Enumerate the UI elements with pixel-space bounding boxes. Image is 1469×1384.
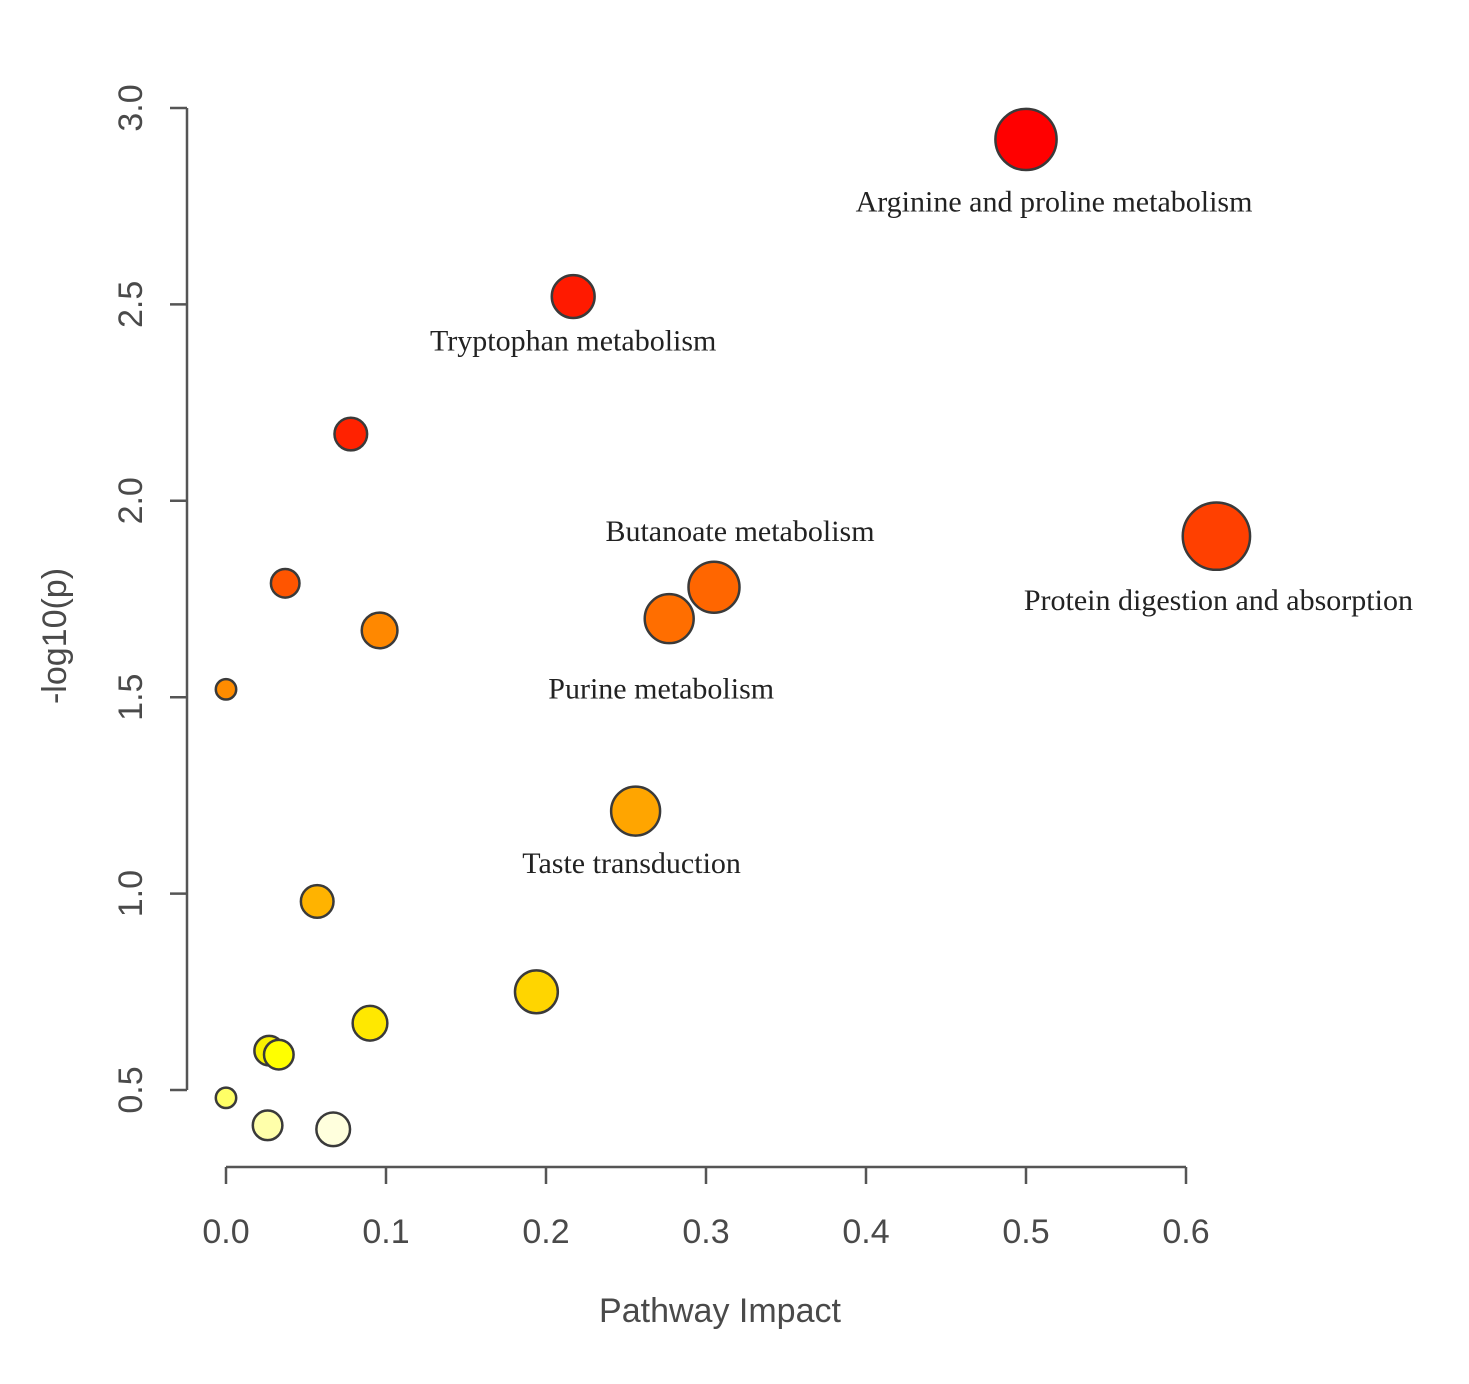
data-point bbox=[251, 1109, 284, 1142]
data-point bbox=[299, 883, 335, 920]
x-tick-label: 0.2 bbox=[522, 1213, 569, 1251]
y-axis-title: -log10(p) bbox=[36, 568, 74, 704]
data-point bbox=[360, 611, 399, 650]
point-labels: Arginine and proline metabolism Tryptopha… bbox=[430, 185, 1413, 880]
point-label: Protein digestion and absorption bbox=[1024, 584, 1413, 617]
data-point bbox=[513, 969, 560, 1015]
data-point bbox=[643, 592, 695, 645]
data-point bbox=[550, 273, 596, 320]
y-tick-label: 3.0 bbox=[112, 84, 150, 131]
point-label: Butanoate metabolism bbox=[605, 515, 874, 548]
data-point bbox=[269, 567, 301, 599]
x-tick-label: 0.3 bbox=[682, 1213, 729, 1251]
y-tick-label: 1.0 bbox=[112, 870, 150, 917]
point-label: Taste transduction bbox=[522, 847, 741, 880]
x-axis-title: Pathway Impact bbox=[599, 1292, 841, 1330]
x-tick-label: 0.6 bbox=[1162, 1213, 1209, 1251]
point-label: Purine metabolism bbox=[548, 673, 774, 706]
point-label: Tryptophan metabolism bbox=[430, 325, 716, 358]
x-tick-label: 0.0 bbox=[202, 1213, 249, 1251]
bubbles bbox=[214, 107, 1252, 1148]
data-point bbox=[214, 677, 238, 701]
data-point bbox=[351, 1004, 389, 1042]
data-point bbox=[687, 560, 741, 614]
data-point bbox=[333, 416, 369, 452]
y-tick-label: 1.5 bbox=[112, 674, 150, 721]
data-point bbox=[994, 107, 1058, 172]
x-tick-label: 0.4 bbox=[842, 1213, 889, 1251]
y-tick-label: 2.5 bbox=[112, 281, 150, 328]
x-tick-label: 0.1 bbox=[362, 1213, 409, 1251]
y-tick-label: 2.0 bbox=[112, 477, 150, 524]
x-tick-label: 0.5 bbox=[1002, 1213, 1049, 1251]
data-point bbox=[214, 1086, 238, 1110]
data-point bbox=[609, 785, 662, 837]
data-point bbox=[315, 1111, 352, 1148]
y-tick-label: 0.5 bbox=[112, 1066, 150, 1113]
data-point bbox=[262, 1038, 295, 1071]
data-point bbox=[1181, 501, 1252, 572]
point-label: Arginine and proline metabolism bbox=[856, 185, 1253, 218]
axes: 0.0 0.1 0.2 0.3 0.4 0.5 0.6 0.5 1.0 1.5 2.0 2.5 3.0 P… bbox=[36, 84, 1210, 1330]
